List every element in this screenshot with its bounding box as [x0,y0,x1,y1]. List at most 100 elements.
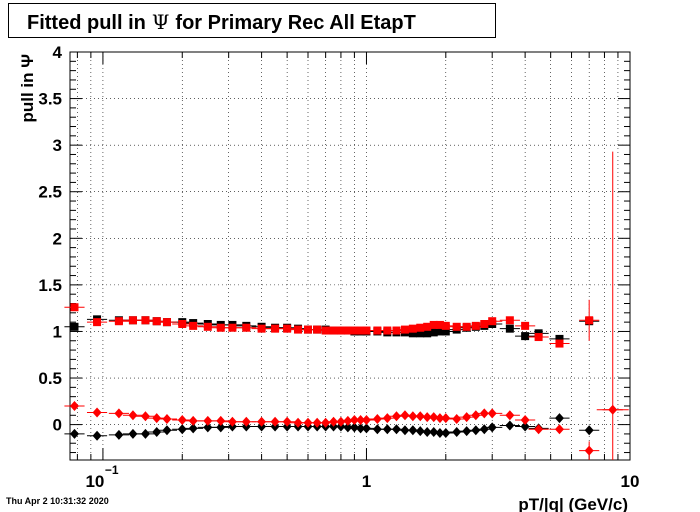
series-2 [64,303,600,348]
data-point-diamond [415,426,425,437]
title-pre: Fitted pull in [27,12,146,34]
data-point-square [228,323,237,332]
data-point-diamond [505,420,515,431]
data-point-square [271,324,280,333]
data-point-diamond [140,428,150,439]
data-point-diamond [479,424,489,435]
x-tick-label-exponent: −1 [105,463,119,477]
series-4 [64,400,623,456]
data-point-diamond [441,427,451,438]
data-point-square [70,322,79,331]
timestamp: Thu Apr 2 10:31:32 2020 [6,496,109,506]
data-point-square [521,332,530,341]
data-point-diamond [471,410,481,421]
data-point-square [162,318,171,327]
data-point-square [471,321,480,330]
data-point-diamond [216,415,226,426]
data-point-diamond [462,412,472,423]
data-point-diamond [162,414,172,425]
data-point-diamond [241,416,251,427]
data-point-diamond [92,407,102,418]
data-point-diamond [462,426,472,437]
data-point-diamond [471,425,481,436]
data-point-square [521,321,530,330]
y-tick-label: 2.5 [38,183,62,202]
data-point-diamond [114,408,124,419]
data-point-square [534,333,543,342]
data-point-square [429,328,438,337]
data-point-square [242,323,251,332]
data-point-square [400,325,409,334]
data-point-diamond [429,427,439,438]
data-point-square [408,324,417,333]
data-point-square [416,323,425,332]
y-tick-label: 4 [53,43,63,62]
y-axis-title: pull in Ψ [18,54,37,123]
x-axis-title: pT/|q| (GeV/c) [518,495,628,512]
data-point-square [423,329,432,338]
data-point-diamond [534,424,544,435]
data-point-square [93,318,102,327]
data-point-diamond [361,414,371,425]
data-point-diamond [69,428,79,439]
data-point-square [555,334,564,343]
data-point-diamond [128,410,138,421]
data-point-square [505,324,514,333]
data-point-diamond [270,416,280,427]
data-point-diamond [343,415,353,426]
data-point-square [480,320,489,328]
axis-ticks [70,51,630,460]
data-point-diamond [408,425,418,436]
data-point-diamond [415,411,425,422]
data-point-diamond [391,424,401,435]
data-point-diamond [188,423,198,434]
data-point-diamond [391,411,401,422]
data-point-diamond [452,414,462,425]
data-point-square [392,326,401,335]
y-tick-label: 3 [53,136,62,155]
x-tick-label: 10 [85,472,104,491]
data-markers [64,151,629,460]
data-point-square [555,339,564,348]
data-point-diamond [487,408,497,419]
data-point-diamond [382,413,392,424]
data-point-diamond [203,415,213,426]
data-point-diamond [487,422,497,433]
data-point-diamond [140,411,150,422]
data-point-square [441,327,450,336]
data-point-diamond [282,416,292,427]
data-point-square [313,325,322,334]
y-tick-label: 0.5 [38,369,62,388]
title-symbol: Ψ [151,10,170,34]
data-point-diamond [361,423,371,434]
data-point-diamond [177,414,187,425]
y-tick-label: 1 [53,322,62,341]
data-point-diamond [92,430,102,441]
data-point-diamond [372,414,382,425]
data-point-square [70,303,79,312]
data-point-diamond [429,412,439,423]
data-point-diamond [441,413,451,424]
data-point-square [114,317,123,326]
data-point-diamond [321,417,331,428]
data-point-square [462,322,471,331]
title-post: for Primary Rec All EtapT [175,12,416,34]
data-point-diamond [520,421,530,432]
data-point-square [203,322,212,331]
data-point-square [423,322,432,331]
data-point-diamond [188,415,198,426]
data-point-diamond [349,422,359,433]
data-point-diamond [227,416,237,427]
data-point-diamond [128,428,138,439]
data-point-diamond [177,424,187,435]
data-point-square [283,324,292,333]
x-tick-label: 1 [362,472,371,491]
grid-lines [70,52,630,460]
plot-frame [69,51,631,461]
data-point-diamond [554,424,564,435]
data-point-diamond [452,427,462,438]
